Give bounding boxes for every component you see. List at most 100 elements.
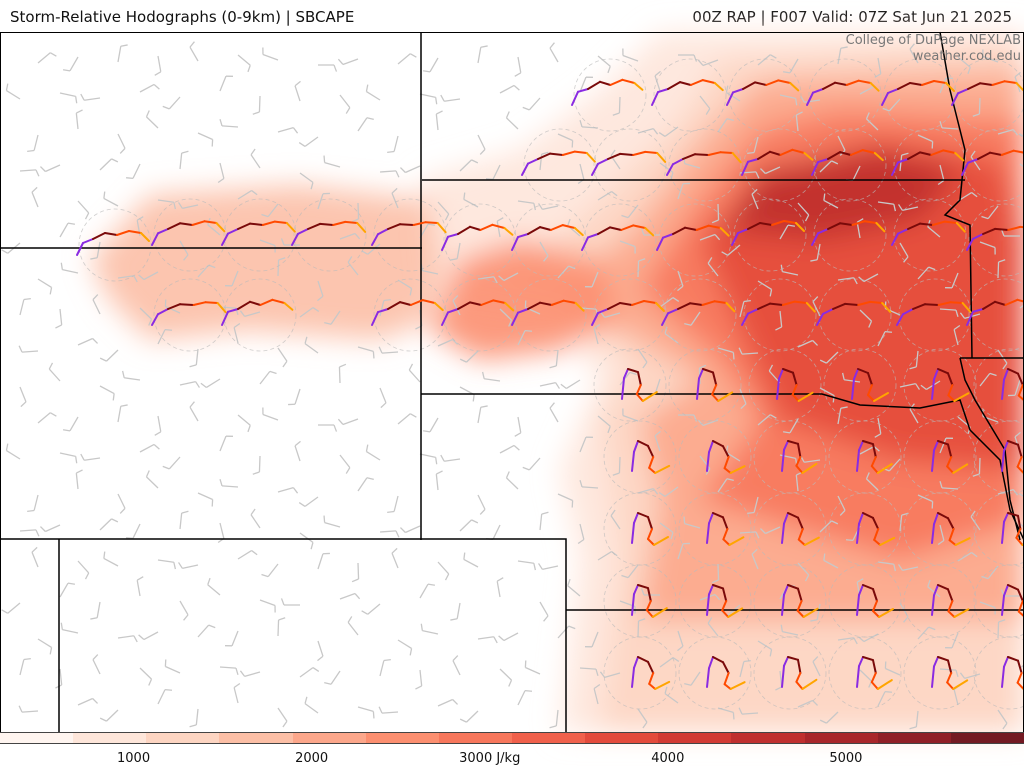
- wind-barb: [637, 618, 646, 638]
- wind-barb: [717, 118, 734, 133]
- wind-barb: [277, 347, 288, 368]
- wind-barb: [59, 582, 76, 598]
- wind-barb: [597, 55, 611, 74]
- wind-barb: [899, 152, 909, 172]
- wind-barb: [972, 97, 981, 117]
- wind-barb: [549, 402, 559, 423]
- wind-barb: [584, 631, 599, 648]
- wind-barb: [539, 241, 549, 262]
- wind-barb: [277, 707, 288, 728]
- hodograph: [776, 368, 814, 402]
- wind-barb: [898, 204, 919, 211]
- wind-barb: [59, 452, 78, 464]
- wind-barb: [397, 413, 417, 425]
- wind-barb: [259, 599, 276, 613]
- wind-barb: [237, 549, 258, 560]
- hodograph: [781, 656, 818, 690]
- wind-barb: [780, 624, 799, 636]
- wind-barb: [517, 329, 533, 346]
- wind-barb: [304, 336, 319, 354]
- wind-barb: [90, 241, 101, 260]
- wind-barb: [324, 670, 341, 685]
- wind-barb: [579, 479, 599, 489]
- wind-barb: [621, 564, 639, 579]
- hodograph: [931, 512, 971, 546]
- wind-barb: [219, 435, 234, 452]
- wind-barb: [939, 668, 959, 678]
- wind-barb: [597, 190, 618, 201]
- wind-barb: [361, 603, 381, 615]
- wind-barb: [139, 443, 160, 453]
- wind-barb: [747, 496, 759, 514]
- wind-barb: [981, 205, 999, 220]
- wind-barb: [138, 631, 159, 641]
- wind-barb: [294, 80, 301, 102]
- hodograph: [591, 300, 665, 326]
- wind-barb: [145, 110, 159, 129]
- wind-barb: [577, 523, 585, 545]
- wind-barb: [699, 233, 721, 241]
- wind-barb: [117, 493, 126, 514]
- hodograph: [856, 440, 893, 474]
- wind-barb: [197, 492, 214, 507]
- hodograph: [741, 300, 816, 326]
- wind-barb: [810, 603, 821, 622]
- wind-barb: [75, 109, 83, 130]
- wind-barb: [378, 346, 399, 354]
- wind-barb: [19, 386, 27, 408]
- wind-barb: [39, 524, 61, 533]
- wind-barb: [162, 456, 181, 470]
- hodograph: [781, 512, 820, 546]
- wind-barb: [459, 159, 479, 172]
- wind-barb: [224, 630, 239, 647]
- wind-barb: [1, 602, 21, 614]
- wind-barb: [499, 308, 513, 327]
- wind-barb: [5, 443, 21, 460]
- wind-barb: [841, 372, 861, 383]
- state-borders: [0, 31, 1024, 732]
- wind-barb: [399, 165, 421, 174]
- wind-barb: [654, 430, 661, 452]
- wind-barb: [317, 552, 330, 570]
- wind-barb: [139, 307, 153, 326]
- wind-barb: [5, 83, 21, 100]
- colorbar-tick-label: 1000: [117, 751, 151, 766]
- state-border-line: [0, 538, 567, 732]
- wind-barb: [200, 378, 221, 389]
- wind-barb: [39, 164, 61, 173]
- wind-barb: [959, 312, 981, 320]
- colorbar-segment: [365, 733, 439, 743]
- wind-barb: [261, 563, 279, 578]
- wind-barb: [797, 339, 819, 348]
- wind-barb: [139, 83, 160, 93]
- wind-barb: [207, 577, 221, 596]
- wind-barb: [179, 381, 200, 388]
- hodograph: [891, 149, 965, 176]
- wind-barb: [707, 617, 719, 637]
- wind-barb: [450, 602, 461, 621]
- wind-barb: [459, 350, 479, 363]
- wind-barb: [339, 454, 351, 474]
- wind-barb: [677, 542, 690, 560]
- wind-barb: [318, 424, 338, 432]
- wind-barb: [397, 639, 413, 656]
- colorbar-segment: [658, 733, 732, 743]
- hodograph: [731, 220, 805, 246]
- wind-barb: [759, 526, 781, 535]
- hodograph: [76, 230, 150, 256]
- colorbar-segment: [804, 733, 878, 743]
- wind-barb: [277, 126, 299, 134]
- wind-barb: [92, 294, 101, 315]
- wind-barb: [637, 708, 648, 729]
- hodograph: [151, 301, 227, 326]
- wind-barb: [338, 363, 347, 384]
- wind-barb: [865, 472, 879, 491]
- wind-barb: [59, 92, 78, 104]
- hodograph: [631, 656, 671, 690]
- hodograph: [1001, 656, 1024, 690]
- wind-barb: [557, 133, 574, 148]
- wind-barb: [337, 418, 359, 426]
- wind-barb: [189, 41, 199, 62]
- wind-barb: [259, 239, 276, 253]
- wind-barb: [422, 57, 439, 73]
